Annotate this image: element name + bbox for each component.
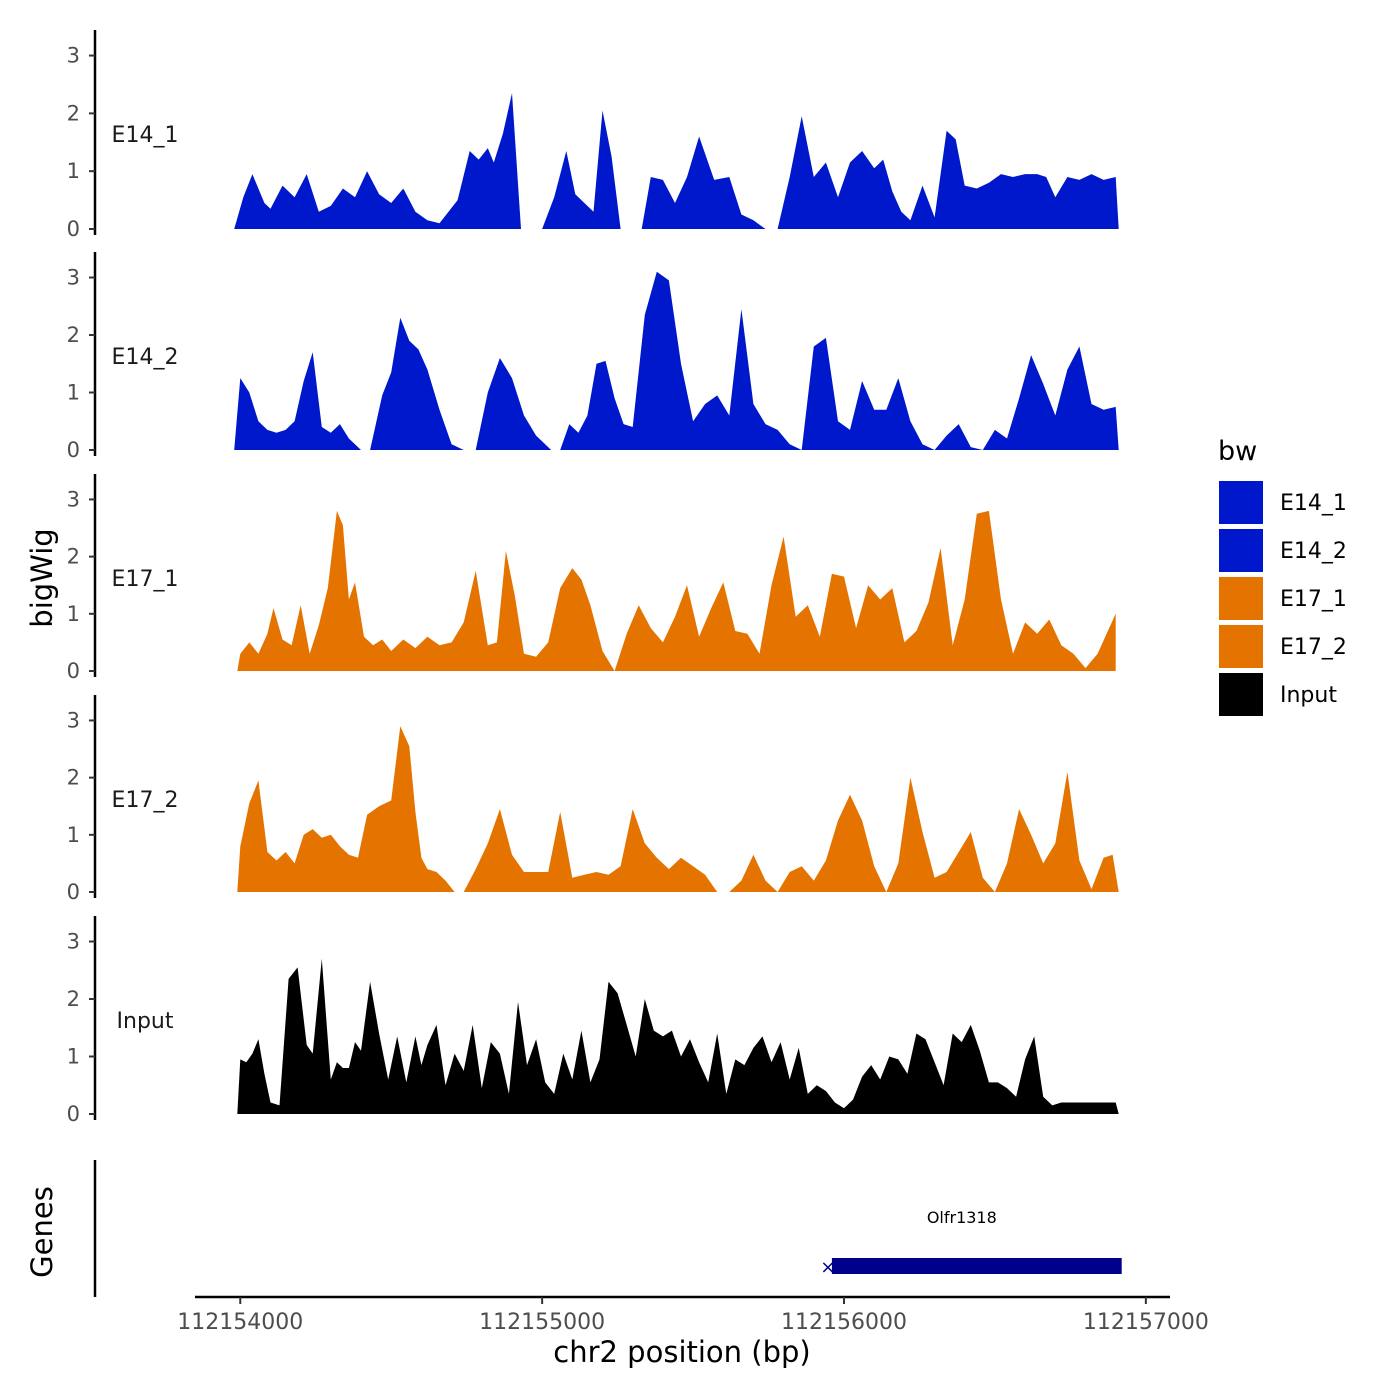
legend-label: Input <box>1280 683 1337 708</box>
gene-body <box>831 1258 1122 1274</box>
legend-swatch <box>1217 623 1265 670</box>
legend-swatch <box>1217 671 1265 718</box>
signal-area-input <box>237 958 1119 1114</box>
legend-swatch <box>1217 479 1265 526</box>
signal-area-e17-1 <box>237 510 1116 671</box>
y-tick-label: 2 <box>67 545 80 569</box>
legend: bw E14_1 E14_2 E17_1 E17_2 Input <box>1217 436 1347 718</box>
track-label: E17_2 <box>112 788 179 813</box>
legend-label: E17_1 <box>1280 587 1347 612</box>
track-e17-2: 0 1 2 3 E17_2 <box>67 695 1119 904</box>
y-tick-label: 0 <box>67 217 80 241</box>
y-tick-label: 3 <box>67 487 80 511</box>
x-tick-label: 112156000 <box>781 1310 907 1335</box>
track-label: Input <box>117 1009 174 1034</box>
signal-tracks: 0 1 2 3 E14_1 0 1 2 3 E14_2 0 1 2 3 E17_1 0 1 2 3 E17_2 0 1 2 3… <box>67 30 1119 1126</box>
gene-label: Olfr1318 <box>927 1208 997 1227</box>
y-tick-label: 1 <box>67 159 80 183</box>
y-tick-label: 1 <box>67 823 80 847</box>
x-tick-label: 112154000 <box>177 1310 303 1335</box>
gene-strand-marker: × <box>820 1257 835 1278</box>
legend-swatch <box>1217 575 1265 622</box>
track-label: E17_1 <box>112 567 179 592</box>
y-tick-label: 2 <box>67 323 80 347</box>
y-tick-label: 2 <box>67 101 80 125</box>
x-axis: 112154000 112155000 112156000 112157000 <box>177 1295 1209 1335</box>
y-tick-label: 2 <box>67 987 80 1011</box>
y-tick-label: 0 <box>67 880 80 904</box>
y-tick-label: 3 <box>67 266 80 290</box>
track-label: E14_2 <box>112 345 179 370</box>
y-tick-label: 1 <box>67 602 80 626</box>
track-e14-2: 0 1 2 3 E14_2 <box>67 252 1119 462</box>
legend-title: bw <box>1218 436 1257 467</box>
x-axis-title: chr2 position (bp) <box>553 1335 810 1369</box>
y-tick-label: 1 <box>67 1045 80 1069</box>
genes-track: × Olfr1318 <box>93 1160 1122 1297</box>
x-tick-label: 112155000 <box>479 1310 605 1335</box>
legend-swatch <box>1217 527 1265 574</box>
signal-area-e17-2 <box>237 726 1119 892</box>
genes-axis-title: Genes <box>25 1186 59 1278</box>
y-tick-label: 3 <box>67 44 80 68</box>
legend-label: E14_1 <box>1280 491 1347 516</box>
y-axis-title: bigWig <box>25 528 59 627</box>
track-input: 0 1 2 3 Input <box>67 916 1119 1126</box>
legend-label: E17_2 <box>1280 635 1347 660</box>
y-tick-label: 3 <box>67 708 80 732</box>
y-tick-label: 0 <box>67 438 80 462</box>
x-tick-label: 112157000 <box>1083 1310 1209 1335</box>
signal-area-e14-1 <box>234 93 1119 229</box>
track-e14-1: 0 1 2 3 E14_1 <box>67 30 1119 241</box>
y-tick-label: 3 <box>67 930 80 954</box>
y-tick-label: 0 <box>67 1102 80 1126</box>
y-tick-label: 0 <box>67 659 80 683</box>
y-tick-label: 1 <box>67 381 80 405</box>
legend-label: E14_2 <box>1280 539 1347 564</box>
track-label: E14_1 <box>112 123 179 148</box>
track-e17-1: 0 1 2 3 E17_1 <box>67 474 1116 683</box>
signal-area-e14-2 <box>234 271 1119 450</box>
y-tick-label: 2 <box>67 766 80 790</box>
